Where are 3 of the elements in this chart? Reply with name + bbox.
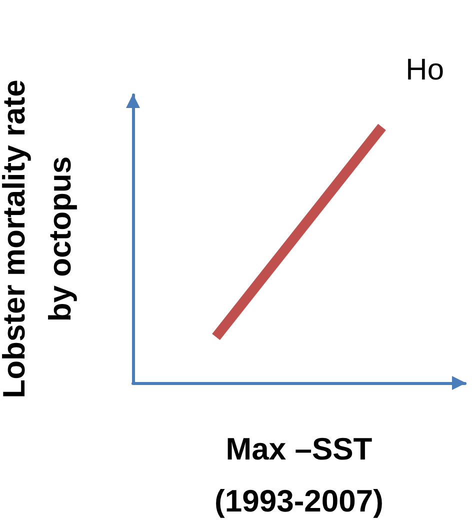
- x-axis-title: Max –SST (1993-2007): [214, 432, 384, 518]
- y-axis-title: Lobster mortality rate by octopus: [0, 80, 78, 398]
- text: Ho: [406, 54, 444, 86]
